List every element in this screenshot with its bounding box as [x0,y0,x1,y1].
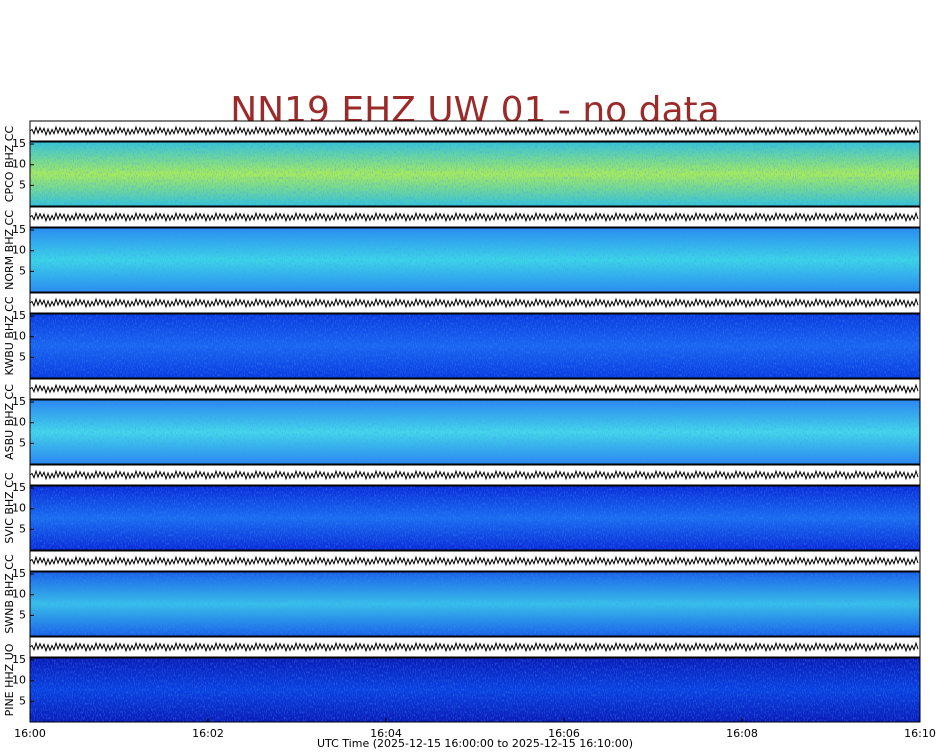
y-tick-label: 10 [12,674,26,687]
x-tick-label: 16:06 [548,727,580,740]
y-tick-label: 5 [19,694,26,707]
y-tick-label: 15 [12,223,26,236]
panel-label: CPCO BHZ CC [3,126,16,203]
panel-label: PINE HHZ UO [3,643,16,716]
x-tick-label: 16:10 [904,727,936,740]
waveform [29,641,919,653]
y-tick-label: 10 [12,330,26,343]
waveform [29,555,919,567]
y-tick-label: 5 [19,178,26,191]
y-tick-label: 10 [12,244,26,257]
spectrogram-texture [30,314,920,378]
spectrogram-texture [30,658,920,722]
y-tick-label: 15 [12,653,26,666]
spectrogram-frame [29,657,921,723]
spectrogram-frame [29,399,921,465]
panel-label: ASBU BHZ CC [3,384,16,460]
y-tick-label: 5 [19,436,26,449]
y-tick-label: 10 [12,158,26,171]
waveform [29,469,919,481]
spectrogram-texture [30,572,920,636]
spectrogram-texture [30,142,920,206]
spectrogram-texture [30,486,920,550]
y-tick-label: 10 [12,588,26,601]
panel-label: SVIC BHZ CC [3,472,16,543]
spectrogram-frame [29,313,921,379]
y-tick-label: 15 [12,137,26,150]
x-tick-label: 16:04 [370,727,402,740]
spectrogram-frame [29,571,921,637]
x-tick-label: 16:08 [726,727,758,740]
y-tick-label: 5 [19,350,26,363]
y-tick-label: 15 [12,309,26,322]
spectrogram-frame [29,141,921,207]
panel-label: NORM BHZ CC [3,210,16,290]
x-tick-label: 16:00 [14,727,46,740]
panel-label: SWNB BHZ CC [3,554,16,634]
waveform [29,383,919,395]
y-tick-label: 10 [12,502,26,515]
spectrogram-frame [29,485,921,551]
x-axis-label: UTC Time (2025-12-15 16:00:00 to 2025-12… [317,737,633,750]
spectrogram-texture [30,228,920,292]
y-tick-label: 15 [12,481,26,494]
y-tick-label: 15 [12,567,26,580]
y-tick-label: 5 [19,522,26,535]
y-tick-label: 15 [12,395,26,408]
panel-label: KWBU BHZ CC [3,296,16,375]
y-tick-label: 5 [19,608,26,621]
spectrogram-texture [30,400,920,464]
waveform [29,297,919,309]
x-tick-label: 16:02 [192,727,224,740]
y-tick-label: 5 [19,264,26,277]
y-tick-label: 10 [12,416,26,429]
waveform [29,211,919,223]
waveform [29,125,919,137]
spectrogram-frame [29,227,921,293]
